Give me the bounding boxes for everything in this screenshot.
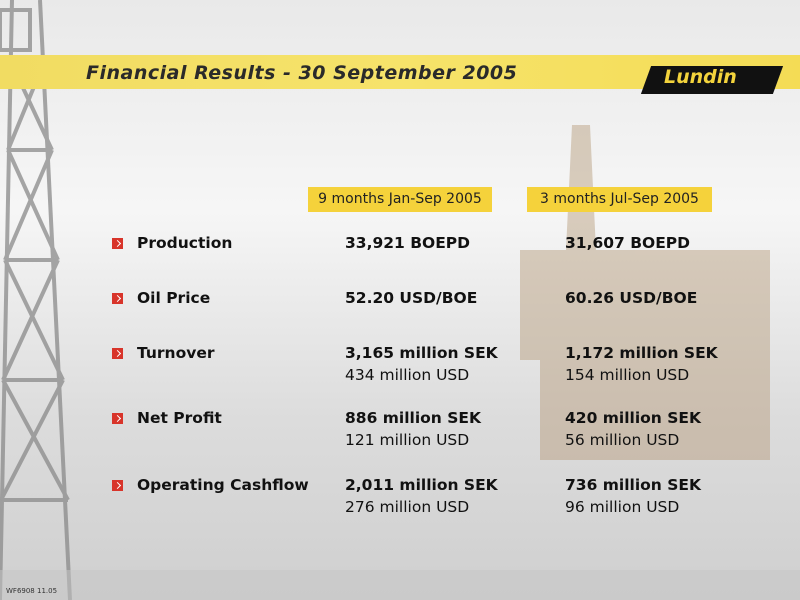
value-cell: 3,165 million SEK 434 million USD — [345, 342, 498, 386]
value-cell: 33,921 BOEPD — [345, 232, 470, 254]
logo-text: Lundin — [664, 66, 737, 88]
value-cell: 60.26 USD/BOE — [565, 287, 697, 309]
value-line: 96 million USD — [565, 498, 680, 516]
value-cell: 31,607 BOEPD — [565, 232, 690, 254]
value-line: 121 million USD — [345, 431, 470, 449]
row-label: Production — [137, 234, 233, 252]
value-cell: 420 million SEK 56 million USD — [565, 407, 701, 451]
row-label: Turnover — [137, 344, 215, 362]
value-cell: 2,011 million SEK 276 million USD — [345, 474, 498, 518]
value-cell: 52.20 USD/BOE — [345, 287, 477, 309]
bullet-icon — [112, 413, 123, 424]
value-line: 31,607 BOEPD — [565, 234, 691, 252]
bullet-icon — [112, 480, 123, 491]
value-line: 886 million SEK — [345, 409, 481, 427]
value-line: 33,921 BOEPD — [345, 234, 471, 252]
value-line: 736 million SEK — [565, 476, 701, 494]
row-label: Operating Cashflow — [137, 476, 309, 494]
value-line: 2,011 million SEK — [345, 476, 498, 494]
value-cell: 736 million SEK 96 million USD — [565, 474, 701, 518]
slide-title: Financial Results - 30 September 2005 — [86, 62, 518, 84]
value-cell: 1,172 million SEK 154 million USD — [565, 342, 718, 386]
value-cell: 886 million SEK 121 million USD — [345, 407, 481, 451]
value-line: 60.26 USD/BOE — [565, 289, 698, 307]
value-line: 56 million USD — [565, 431, 680, 449]
row-label: Oil Price — [137, 289, 211, 307]
value-line: 276 million USD — [345, 498, 470, 516]
value-line: 3,165 million SEK — [345, 344, 498, 362]
bullet-icon — [112, 348, 123, 359]
value-line: 420 million SEK — [565, 409, 701, 427]
row-label: Net Profit — [137, 409, 222, 427]
value-line: 1,172 million SEK — [565, 344, 718, 362]
value-line: 52.20 USD/BOE — [345, 289, 478, 307]
value-line: 154 million USD — [565, 366, 690, 384]
value-line: 434 million USD — [345, 366, 470, 384]
column-header: 9 months Jan-Sep 2005 — [308, 187, 492, 212]
footer-code: WF6908 11.05 — [6, 587, 58, 595]
bullet-icon — [112, 293, 123, 304]
column-header: 3 months Jul-Sep 2005 — [527, 187, 712, 212]
bullet-icon — [112, 238, 123, 249]
